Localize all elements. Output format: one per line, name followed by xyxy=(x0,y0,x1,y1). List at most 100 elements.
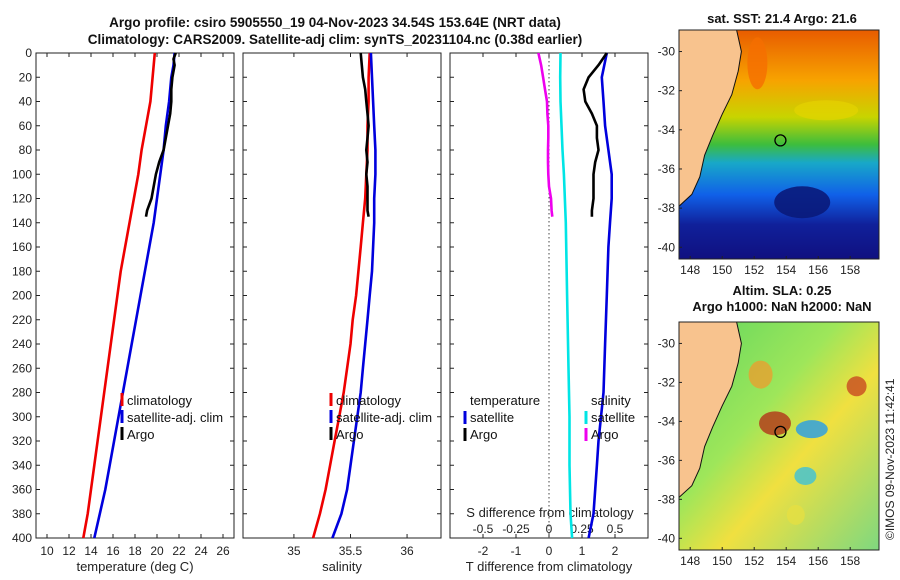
x-tick-label: 35.5 xyxy=(339,544,363,558)
y-tick-label: 140 xyxy=(12,216,32,230)
x-tick-label: 152 xyxy=(744,554,764,568)
legend-label: Argo xyxy=(127,427,154,442)
series-satellite-adj-clim xyxy=(93,52,176,539)
legend-label: satellite xyxy=(470,410,514,425)
sla-map-title-2: Argo h1000: NaN h2000: NaN xyxy=(692,299,872,314)
y-tick-label: 320 xyxy=(12,434,32,448)
y-tick-label: 220 xyxy=(12,313,32,327)
low-sla xyxy=(795,420,828,439)
title-line-1: Argo profile: csiro 5905550_19 04-Nov-20… xyxy=(109,15,561,30)
sla-map: 148 150 152 154 156 158 -30 -32 -34 -36 -38 -40 xyxy=(658,321,880,568)
panel-temperature: 0 20 40 60 80 100 120 140 160 180 200 220 240 260 280 3… xyxy=(12,46,235,574)
y-tick-label: 160 xyxy=(12,240,32,254)
x-axis-label: T difference from climatology xyxy=(466,559,633,574)
x-tick-label: 148 xyxy=(680,263,700,277)
x-tick-label: 26 xyxy=(216,544,230,558)
x-tick-label: 154 xyxy=(776,263,796,277)
legend-header: temperature xyxy=(470,393,540,408)
low-sla xyxy=(794,466,817,485)
y-tick-label: 80 xyxy=(19,143,33,157)
title-line-2: Climatology: CARS2009. Satellite-adj cli… xyxy=(87,32,583,47)
high-sla xyxy=(748,360,773,389)
sla-map-title-1: Altim. SLA: 0.25 xyxy=(732,283,832,298)
coastline xyxy=(679,30,742,207)
x-tick-label: 152 xyxy=(744,263,764,277)
y-tick-label: -32 xyxy=(658,375,676,389)
x-tick-label: -1 xyxy=(511,544,522,558)
series-climatology xyxy=(82,52,157,539)
map-frame xyxy=(678,321,880,551)
y-tick-label: 400 xyxy=(12,531,32,545)
legend-label: climatology xyxy=(127,393,193,408)
y-tick-label: 0 xyxy=(25,46,32,60)
x-tick-label: 158 xyxy=(840,263,860,277)
coastline xyxy=(679,322,742,498)
legend-label: satellite-adj. clim xyxy=(336,410,432,425)
legend-label: Argo xyxy=(470,427,497,442)
y-tick-label: 20 xyxy=(19,70,33,84)
series-temperature-satellite xyxy=(587,52,614,539)
warm-band xyxy=(794,100,859,121)
x-tick-label: 150 xyxy=(712,263,732,277)
y-tick-label: 60 xyxy=(19,119,33,133)
x-tick-label: 2 xyxy=(612,544,619,558)
y-tick-label: -40 xyxy=(658,240,676,254)
y-tick-label: -36 xyxy=(658,162,676,176)
x-tick-label: -2 xyxy=(478,544,489,558)
y-tick-label: 280 xyxy=(12,386,32,400)
legend-label: satellite-adj. clim xyxy=(127,410,223,425)
top-tick-label: 0 xyxy=(546,522,553,536)
high-sla xyxy=(846,376,867,397)
x-tick-label: 12 xyxy=(62,544,76,558)
y-tick-label: -34 xyxy=(658,123,676,137)
x-tick-label: 150 xyxy=(712,554,732,568)
series-temperature-argo xyxy=(582,52,608,217)
sla-ocean xyxy=(679,322,879,550)
high-sla xyxy=(759,411,791,436)
x-tick-label: 158 xyxy=(840,554,860,568)
top-axis-label: S difference from climatology xyxy=(466,505,634,520)
warm-current xyxy=(747,37,768,90)
legend-label: climatology xyxy=(336,393,402,408)
y-tick-label: -38 xyxy=(658,492,676,506)
y-tick-label: -32 xyxy=(658,84,676,98)
argo-location-marker xyxy=(774,425,787,439)
panel-difference: -2 -1 0 1 2T difference from climatology S di… xyxy=(449,52,649,574)
y-tick-label: 180 xyxy=(12,264,32,278)
y-tick-label: 200 xyxy=(12,289,32,303)
x-tick-label: 156 xyxy=(808,554,828,568)
y-tick-label: -30 xyxy=(658,45,676,59)
x-tick-label: 156 xyxy=(808,263,828,277)
x-tick-label: 20 xyxy=(150,544,164,558)
y-tick-label: -40 xyxy=(658,531,676,545)
top-tick-label: -0.25 xyxy=(502,522,530,536)
y-tick-label: 360 xyxy=(12,483,32,497)
y-tick-label: 40 xyxy=(19,95,33,109)
imos-watermark: ©IMOS 09-Nov-2023 11:42:41 xyxy=(883,378,897,540)
x-tick-label: 154 xyxy=(776,554,796,568)
panel-frame xyxy=(242,52,442,539)
x-tick-label: 10 xyxy=(40,544,54,558)
mid-sla xyxy=(786,504,805,525)
x-tick-label: 0 xyxy=(546,544,553,558)
x-tick-label: 24 xyxy=(194,544,208,558)
x-tick-label: 36 xyxy=(400,544,414,558)
top-tick-label: 0.25 xyxy=(570,522,594,536)
y-tick-label: 240 xyxy=(12,337,32,351)
x-tick-label: 18 xyxy=(128,544,142,558)
map-frame xyxy=(678,29,880,260)
panel-salinity: 35 35.5 36 salinity climatology satellite-adj… xyxy=(242,52,442,574)
y-tick-label: 340 xyxy=(12,458,32,472)
series-salinity-argo xyxy=(537,52,554,217)
y-tick-label: -36 xyxy=(658,453,676,467)
x-axis-label: temperature (deg C) xyxy=(76,559,193,574)
x-tick-label: 35 xyxy=(287,544,301,558)
legend-label: Argo xyxy=(591,427,618,442)
series-satellite-adj-clim xyxy=(331,52,377,539)
legend-label: Argo xyxy=(336,427,363,442)
x-axis-label: salinity xyxy=(322,559,362,574)
x-tick-label: 14 xyxy=(84,544,98,558)
y-tick-label: 120 xyxy=(12,192,32,206)
y-tick-label: -38 xyxy=(658,201,676,215)
